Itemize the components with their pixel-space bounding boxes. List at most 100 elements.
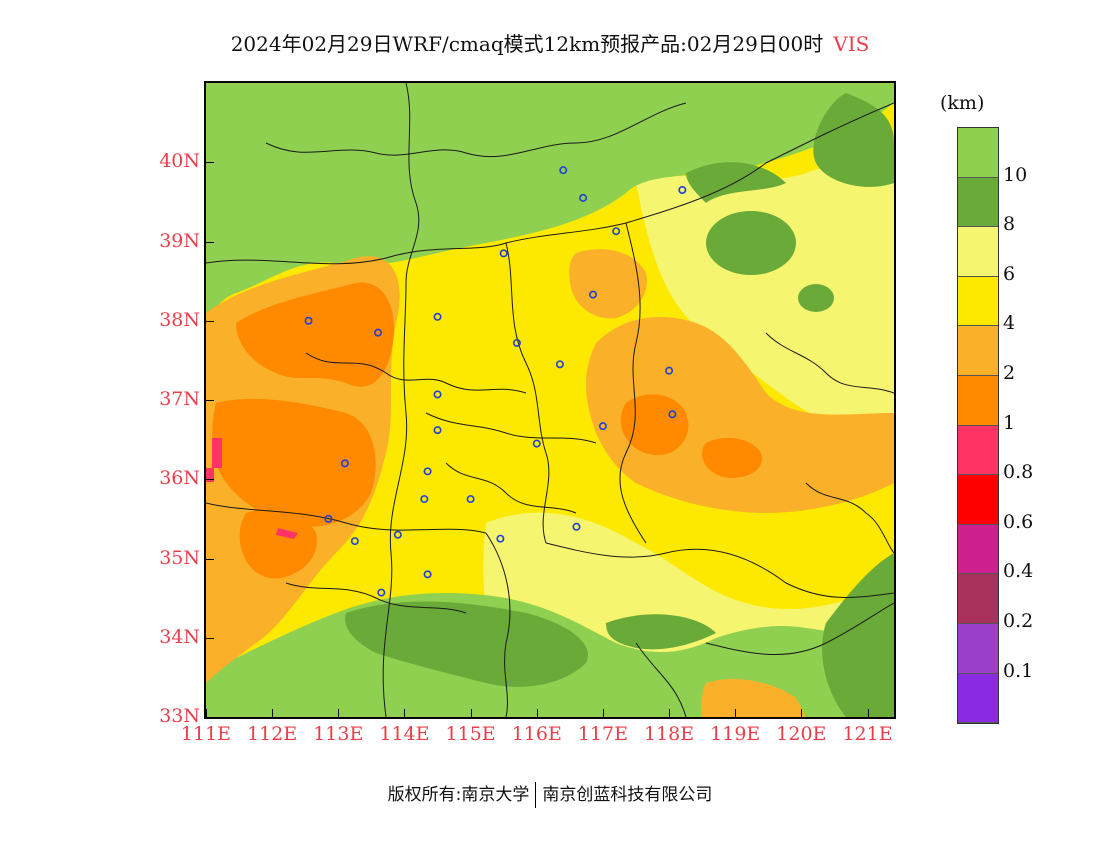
company-text: 南京创蓝科技有限公司 [542,785,713,805]
footer: 版权所有:南京大学 南京创蓝科技有限公司 [0,780,1100,808]
lat-label: 36N [159,467,200,490]
colorbar-label: 0.8 [1003,461,1034,484]
zone-pink-a [212,438,222,468]
lat-tick [206,637,214,639]
colorbar-swatch [958,524,998,575]
lon-tick [867,709,869,717]
city-marker [512,338,521,347]
city-marker [559,166,568,175]
zone-orange-east [586,317,894,513]
city-marker [374,328,383,337]
lat-label: 37N [159,388,200,410]
city-marker [420,495,429,504]
city-marker [572,522,581,531]
city-marker [340,459,349,468]
colorbar-swatch [958,177,998,228]
lon-label: 120E [776,723,827,745]
city-marker [496,534,505,543]
lon-label: 114E [379,723,430,745]
zone-deep-orange-e2 [702,437,762,478]
lat-tick [206,320,214,322]
lat-label: 38N [159,308,200,331]
lon-label: 116E [511,723,562,745]
colorbar-swatch [958,227,998,277]
colorbar-label: 6 [1003,262,1016,285]
lon-tick [470,709,472,717]
colorbar-swatch [958,128,998,178]
lon-tick [338,709,340,717]
zone-light-yellow-east [636,148,894,430]
lat-tick [206,241,214,243]
map-title: 2024年02月29日WRF/cmaq模式12km预报产品:02月29日00时 V… [0,28,1100,57]
city-marker [598,422,607,431]
colorbar-label: 0.2 [1003,610,1034,632]
lon-tick [536,709,538,717]
zone-orange-north [569,249,647,319]
colorbar-label: 0.1 [1003,659,1034,682]
colorbar-label: 0.4 [1003,560,1034,583]
lon-tick [404,709,406,717]
colorbar-swatch [958,673,998,724]
lon-label: 112E [247,723,298,745]
zone-dark-green-river [686,162,786,203]
colorbar-label: 1 [1003,411,1016,434]
city-marker [324,514,333,523]
zone-deep-orange-w [212,398,376,527]
lon-tick [669,709,671,717]
zone-pink-c [276,528,298,539]
colorbar-swatch [958,623,998,674]
lon-tick [272,709,274,717]
lat-label: 39N [159,229,200,252]
city-marker [423,570,432,579]
colorbar-swatch [958,475,998,525]
colorbar-label: 2 [1003,362,1016,384]
lon-label: 111E [180,723,232,745]
lon-tick [602,709,604,717]
map-panel [204,81,896,719]
lon-label: 115E [445,723,496,745]
zone-deep-orange-sw [239,509,317,579]
lon-label: 117E [577,723,628,745]
zone-deep-orange-nw [236,282,395,387]
copyright-text: 版权所有:南京大学 [387,785,530,805]
colorbar [957,127,999,725]
station-markers [304,166,687,597]
city-marker [579,193,588,202]
city-marker [304,316,313,325]
footer-separator [535,782,537,808]
zone-pink-b [206,468,214,482]
city-marker [612,227,621,236]
lat-label: 34N [159,625,200,648]
city-marker [433,426,442,435]
zone-dark-green-b [798,284,834,312]
lat-tick [206,558,214,560]
colorbar-label: 8 [1003,213,1016,236]
zone-deep-orange-e [620,394,689,456]
city-marker [665,366,674,375]
city-marker [555,360,564,369]
city-marker [466,495,475,504]
city-marker [588,290,597,299]
colorbar-label: 4 [1003,312,1016,335]
title-text: 2024年02月29日WRF/cmaq模式12km预报产品:02月29日00时 [230,32,824,56]
lat-label: 35N [159,546,200,569]
colorbar-unit: (km) [940,92,985,114]
colorbar-swatch [958,425,998,476]
colorbar-label: 0.6 [1003,510,1034,533]
admin-borders [206,83,894,717]
lat-tick [206,717,214,718]
colorbar-swatch [958,375,998,426]
city-marker [377,588,386,597]
colorbar-swatch [958,276,998,327]
zone-dark-green-se [606,614,716,650]
lon-label: 118E [643,723,695,745]
lat-tick [206,479,214,481]
city-marker [433,390,442,399]
lat-label: 40N [159,150,200,173]
lon-label: 113E [313,723,364,745]
city-marker [532,439,541,448]
zone-orange-se [701,678,806,717]
lon-tick [206,709,207,717]
lat-label: 33N [159,705,200,727]
zone-dark-green-east [822,553,894,717]
